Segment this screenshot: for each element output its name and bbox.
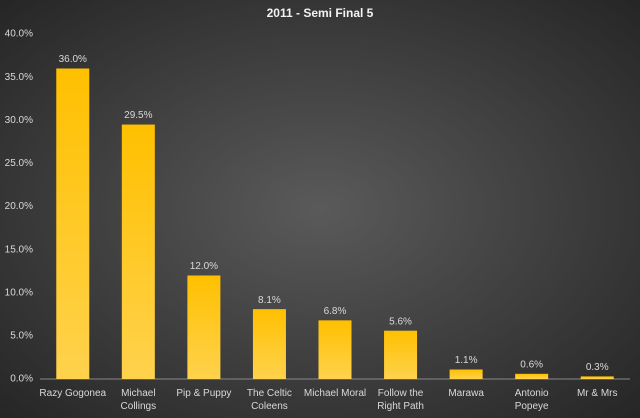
value-label: 12.0% bbox=[190, 261, 218, 272]
bar bbox=[187, 275, 221, 379]
y-tick-label: 5.0% bbox=[10, 331, 33, 342]
x-tick-label: Michael Moral bbox=[304, 388, 366, 399]
value-label: 36.0% bbox=[59, 54, 87, 65]
x-tick-label: Follow the Right Path bbox=[377, 388, 424, 412]
value-label: 5.6% bbox=[389, 316, 412, 327]
x-tick-label: Razy Gogonea bbox=[39, 388, 106, 399]
y-tick-label: 15.0% bbox=[5, 244, 33, 255]
bar bbox=[121, 124, 155, 379]
x-tick-label: Michael Collings bbox=[121, 388, 157, 412]
bar bbox=[56, 68, 90, 379]
x-tick-label: The Celtic Coleens bbox=[247, 388, 292, 412]
bar bbox=[580, 376, 614, 379]
x-tick-label: Antonio Popeye bbox=[515, 388, 549, 412]
value-label: 1.1% bbox=[455, 355, 478, 366]
y-tick-label: 20.0% bbox=[5, 201, 33, 212]
bar bbox=[515, 373, 549, 379]
bar bbox=[449, 369, 483, 379]
y-tick-label: 25.0% bbox=[5, 158, 33, 169]
y-tick-label: 40.0% bbox=[5, 29, 33, 40]
x-tick-label: Pip & Puppy bbox=[176, 388, 231, 399]
x-tick-label: Mr & Mrs bbox=[577, 388, 618, 399]
bar bbox=[252, 309, 286, 379]
x-tick-label: Marawa bbox=[448, 388, 484, 399]
y-tick-label: 10.0% bbox=[5, 287, 33, 298]
value-label: 0.3% bbox=[586, 362, 609, 373]
y-tick-label: 0.0% bbox=[10, 374, 33, 385]
value-label: 6.8% bbox=[324, 306, 347, 317]
value-label: 0.6% bbox=[520, 359, 543, 370]
y-tick-label: 30.0% bbox=[5, 115, 33, 126]
value-label: 8.1% bbox=[258, 295, 281, 306]
y-tick-label: 35.0% bbox=[5, 72, 33, 83]
chart-title: 2011 - Semi Final 5 bbox=[267, 6, 374, 20]
bar bbox=[318, 320, 352, 379]
value-label: 29.5% bbox=[124, 110, 152, 121]
bar bbox=[384, 330, 418, 379]
